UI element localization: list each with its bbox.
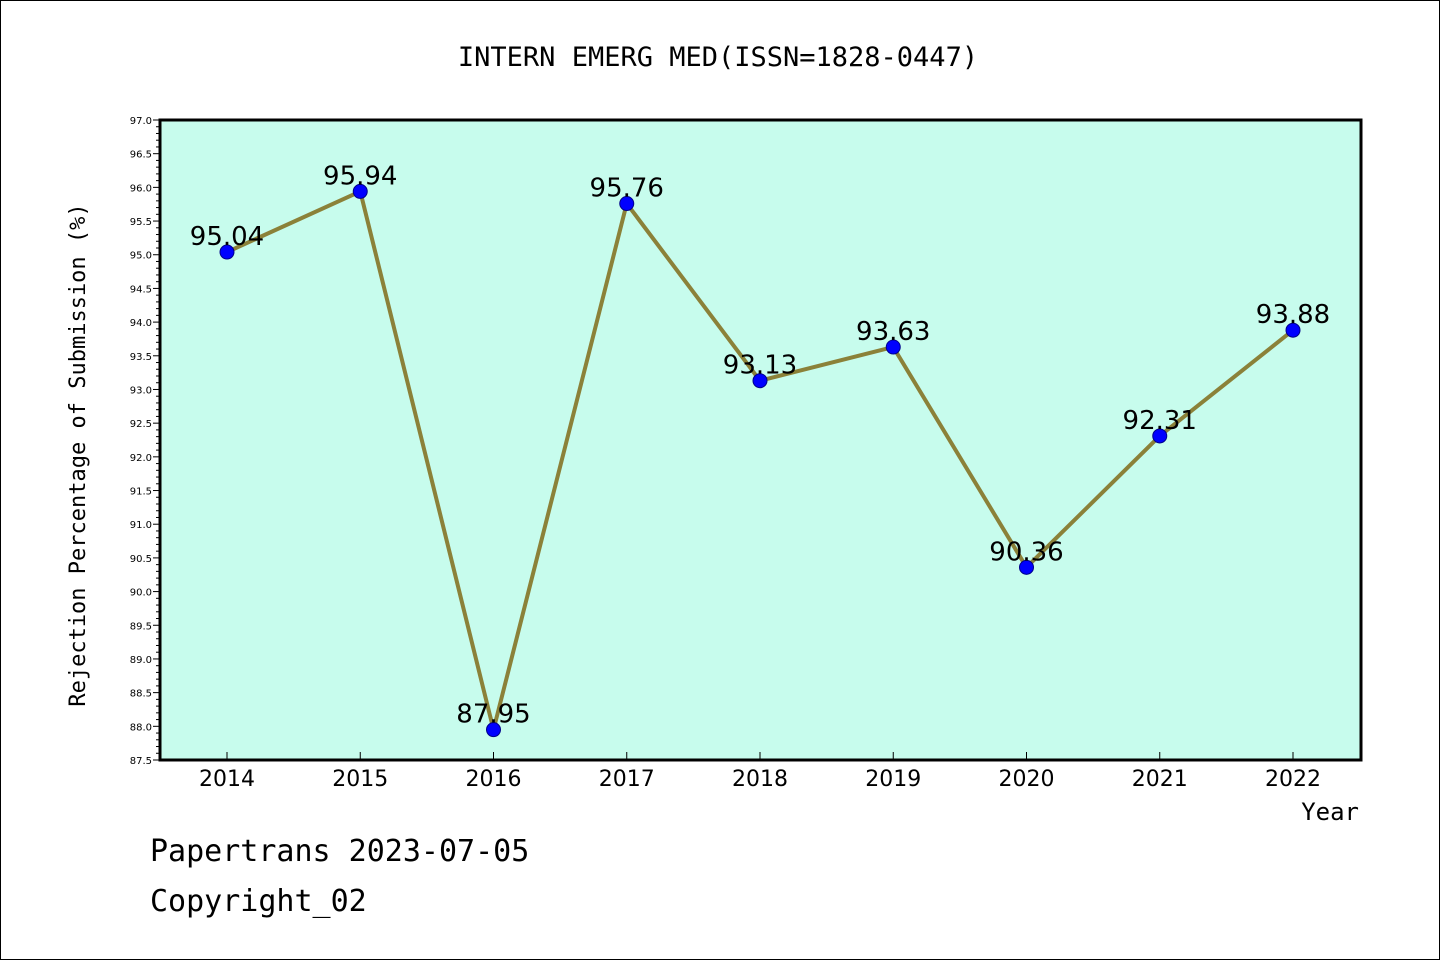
data-label: 95.94	[323, 161, 397, 191]
data-point-marker	[619, 196, 635, 212]
data-label: 93.88	[1256, 300, 1330, 330]
data-point-marker	[752, 373, 768, 389]
data-label: 87.95	[456, 700, 530, 730]
x-tick-label: 2018	[732, 767, 788, 792]
y-tick-label: 91.5	[130, 487, 152, 498]
y-tick-label: 88.5	[130, 689, 152, 700]
data-point-marker	[352, 183, 368, 199]
y-tick-label: 95.5	[130, 217, 152, 228]
y-tick-label: 94.0	[130, 318, 152, 329]
y-tick-label: 92.5	[130, 419, 152, 430]
x-axis: 2014 2015 2016 2017 2018 2019 2020 2021 2022	[199, 752, 1321, 792]
data-point-marker	[1019, 559, 1034, 575]
y-tick-label: 95.0	[130, 251, 152, 262]
plot-border	[158, 118, 1363, 762]
y-axis: 87.5 88.0 88.5 89.0 89.5 90.0 90.5 91.0 91.5 92.0…	[130, 116, 160, 767]
data-label: 92.31	[1123, 406, 1197, 436]
y-tick-label: 90.0	[130, 588, 152, 599]
y-tick-label: 90.5	[130, 554, 152, 565]
data-label: 93.63	[856, 317, 930, 347]
data-point-marker	[486, 722, 501, 738]
y-tick-label: 92.0	[130, 453, 152, 464]
data-point-marker	[885, 339, 901, 355]
plot-area	[160, 120, 1361, 760]
x-tick-label: 2017	[599, 767, 655, 792]
y-tick-label: 96.0	[130, 183, 152, 194]
x-tick-label: 2021	[1132, 767, 1188, 792]
y-tick-label: 91.0	[130, 520, 152, 531]
y-tick-label: 93.0	[130, 385, 152, 396]
data-point-marker	[1152, 428, 1168, 444]
y-tick-label: 96.5	[130, 150, 152, 161]
data-point-marker	[1285, 322, 1301, 338]
x-tick-label: 2016	[466, 767, 522, 792]
footer-date-text: Papertrans 2023-07-05	[150, 834, 530, 869]
data-label: 90.36	[989, 537, 1063, 567]
x-tick-label: 2015	[332, 767, 388, 792]
series-layer	[219, 183, 1301, 738]
y-tick-label: 87.5	[130, 756, 152, 767]
footer-copyright-text: Copyright_02	[150, 884, 367, 919]
data-label: 93.13	[723, 351, 797, 381]
x-tick-label: 2014	[199, 767, 255, 792]
x-axis-label: Year	[1301, 798, 1359, 826]
y-tick-label: 89.5	[130, 621, 152, 632]
data-label: 95.04	[190, 222, 264, 252]
y-tick-label: 88.0	[130, 722, 152, 733]
data-label: 95.76	[590, 174, 664, 204]
x-tick-label: 2020	[999, 767, 1055, 792]
x-tick-label: 2022	[1265, 767, 1321, 792]
chart-title: INTERN EMERG MED(ISSN=1828-0447)	[458, 42, 978, 73]
x-tick-label: 2019	[865, 767, 921, 792]
y-tick-label: 94.5	[130, 284, 152, 295]
data-point-marker	[219, 244, 235, 260]
data-label-layer: 95.04 95.94 87.95 95.76 93.13 93.63 90.36 92.31…	[190, 161, 1330, 729]
y-axis-label: Rejection Percentage of Submission (%)	[66, 203, 91, 706]
y-tick-label: 89.0	[130, 655, 152, 666]
y-tick-label: 93.5	[130, 352, 152, 363]
y-tick-label: 97.0	[130, 116, 152, 127]
